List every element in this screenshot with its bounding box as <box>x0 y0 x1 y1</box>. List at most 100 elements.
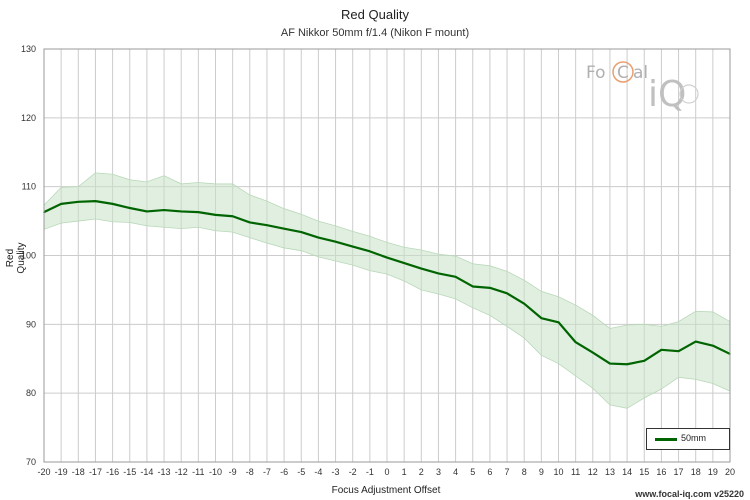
y-tick-label: 70 <box>26 457 36 467</box>
data-point <box>386 256 388 259</box>
x-tick-label: -2 <box>349 467 357 477</box>
x-tick-label: 16 <box>656 467 666 477</box>
y-tick-label: 120 <box>21 113 36 123</box>
logo-text-c: C <box>617 63 629 83</box>
data-point <box>128 207 131 209</box>
legend: 50mm <box>646 428 730 450</box>
logo-ring-icon <box>612 61 634 83</box>
x-tick-label: 8 <box>522 467 527 477</box>
x-tick-label: 4 <box>453 467 458 477</box>
data-point <box>643 360 646 362</box>
x-tick-label: 19 <box>708 467 718 477</box>
x-tick-label: -14 <box>140 467 153 477</box>
x-tick-label: 0 <box>384 467 389 477</box>
x-tick-label: -8 <box>246 467 254 477</box>
x-tick-label: 20 <box>725 467 735 477</box>
data-point <box>94 200 97 202</box>
x-tick-label: -3 <box>332 467 340 477</box>
data-point <box>557 321 560 324</box>
x-tick-label: -7 <box>263 467 271 477</box>
x-tick-label: 15 <box>639 467 649 477</box>
data-point <box>369 250 371 253</box>
x-tick-label: -17 <box>89 467 102 477</box>
x-tick-label: 11 <box>571 467 580 477</box>
data-point <box>317 236 320 239</box>
x-tick-label: -13 <box>158 467 171 477</box>
data-point <box>626 363 628 366</box>
data-point <box>111 203 114 205</box>
x-tick-label: 1 <box>402 467 407 477</box>
y-tick-label: 130 <box>21 44 36 54</box>
y-tick-label: 80 <box>26 388 36 398</box>
data-point <box>214 214 217 216</box>
y-tick-label: 110 <box>22 182 36 192</box>
x-tick-label: 14 <box>622 467 632 477</box>
chart-title: Red Quality <box>341 7 409 22</box>
x-tick-label: -6 <box>280 467 288 477</box>
data-point <box>77 201 80 203</box>
data-point <box>592 351 594 354</box>
x-tick-label: 2 <box>419 467 424 477</box>
data-point <box>540 317 543 319</box>
x-tick-label: -1 <box>366 467 374 477</box>
focal-iq-logo: Fo C al iQ <box>586 61 699 115</box>
credit-text: www.focal-iq.com v25220 <box>635 489 744 499</box>
legend-label: 50mm <box>681 433 707 443</box>
y-axis-title: Red Quality <box>5 242 27 274</box>
x-tick-label: 17 <box>674 467 684 477</box>
data-point <box>471 285 474 288</box>
plot-border <box>43 48 731 463</box>
x-tick-label: -11 <box>192 467 204 477</box>
data-point <box>197 211 200 213</box>
y-tick-label: 100 <box>21 251 36 261</box>
x-tick-label: -10 <box>209 467 222 477</box>
x-tick-label: -15 <box>123 467 136 477</box>
data-point <box>403 262 405 264</box>
data-point <box>437 272 440 275</box>
x-tick-label: 7 <box>505 467 510 477</box>
data-point <box>420 267 423 270</box>
data-point <box>283 227 285 230</box>
data-point <box>454 276 457 278</box>
x-tick-label: 9 <box>539 467 544 477</box>
data-point <box>334 240 337 243</box>
axis-layer: -20 -19 -18 -17 -16 -15 -14 -13 -12 -11 -10 -9 -8 -7-… <box>21 44 735 477</box>
x-tick-label: -5 <box>297 467 305 477</box>
data-point <box>60 203 62 205</box>
x-tick-label: -12 <box>175 467 188 477</box>
data-point <box>609 362 611 365</box>
data-point <box>351 245 354 248</box>
data-point <box>523 302 525 305</box>
data-point <box>180 210 182 213</box>
legend-swatch <box>655 438 677 441</box>
x-tick-label: -19 <box>55 467 68 477</box>
x-tick-label: 3 <box>436 467 441 477</box>
data-point <box>146 210 148 213</box>
data-point <box>694 340 697 343</box>
x-tick-label: -16 <box>106 467 119 477</box>
x-tick-label: -9 <box>229 467 237 477</box>
x-tick-label: -20 <box>37 467 50 477</box>
magnifier-icon <box>679 84 699 104</box>
data-point <box>249 221 251 224</box>
logo-text-fo: Fo <box>586 63 606 83</box>
x-tick-label: 6 <box>487 467 492 477</box>
x-axis-title: Focus Adjustment Offset <box>331 485 441 496</box>
logo-text-al: al <box>633 63 648 83</box>
data-point <box>660 349 663 351</box>
x-tick-label: 12 <box>588 467 598 477</box>
data-point <box>163 209 165 211</box>
data-point <box>506 292 508 295</box>
x-tick-label: -18 <box>72 467 85 477</box>
x-tick-label: 18 <box>691 467 701 477</box>
data-point <box>266 224 268 227</box>
x-tick-label: 13 <box>605 467 615 477</box>
data-point <box>489 287 491 289</box>
data-point <box>231 215 234 218</box>
chart-subtitle: AF Nikkor 50mm f/1.4 (Nikon F mount) <box>280 27 470 39</box>
data-point <box>574 341 577 344</box>
x-tick-label: -4 <box>314 467 322 477</box>
data-point <box>712 344 714 347</box>
